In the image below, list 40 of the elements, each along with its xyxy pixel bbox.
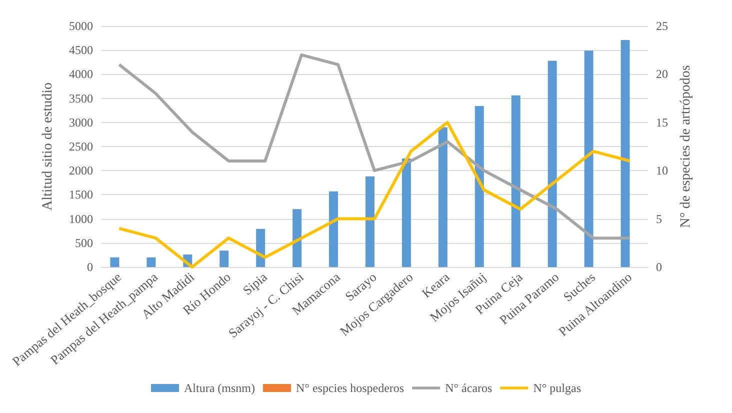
y2-tick-label: 15 <box>656 115 668 130</box>
y-axis-title: Altitud sitio de estudio <box>40 82 56 210</box>
bar <box>548 60 557 267</box>
bar <box>402 158 411 267</box>
y-tick-label: 2500 <box>68 140 93 154</box>
y-tick-label: 500 <box>74 236 93 250</box>
y2-tick-label: 5 <box>656 212 662 226</box>
y-tick-label: 3000 <box>68 115 93 130</box>
legend-label: N° ácaros <box>445 381 493 395</box>
y2-axis-title: N° de especies de artrópodos <box>678 65 694 228</box>
bar <box>220 250 229 267</box>
line-series <box>118 53 632 240</box>
bar <box>146 257 156 267</box>
y-tick-label: 3500 <box>68 91 93 106</box>
bar <box>584 50 594 267</box>
bar <box>256 228 266 267</box>
y-tick-label: 2000 <box>68 164 93 178</box>
y2-tick-label: 0 <box>656 260 662 274</box>
y-tick-label: 1000 <box>68 212 93 226</box>
y-tick-label: 5000 <box>68 19 93 33</box>
y2-tick-label: 25 <box>656 19 668 33</box>
y-tick-label: 4000 <box>68 67 93 82</box>
bar <box>292 209 302 267</box>
line-series <box>118 120 632 268</box>
y-tick-label: 4500 <box>68 43 93 58</box>
bar <box>365 176 374 267</box>
bar <box>511 95 520 267</box>
legend-label: N° pulgas <box>533 381 582 395</box>
legend-label: N° espcies hospederos <box>296 381 404 395</box>
bar <box>438 127 448 267</box>
y-tick-label: 1500 <box>68 188 93 202</box>
y2-tick-label: 10 <box>656 164 668 178</box>
bar <box>329 191 338 267</box>
y2-tick-label: 20 <box>656 67 668 82</box>
bar <box>620 40 630 267</box>
bar <box>110 257 120 267</box>
legend-label: Altura (msnm) <box>184 381 255 395</box>
y-tick-label: 0 <box>86 260 93 274</box>
x-tick-label: Sipia <box>240 269 270 298</box>
bar <box>474 106 484 267</box>
